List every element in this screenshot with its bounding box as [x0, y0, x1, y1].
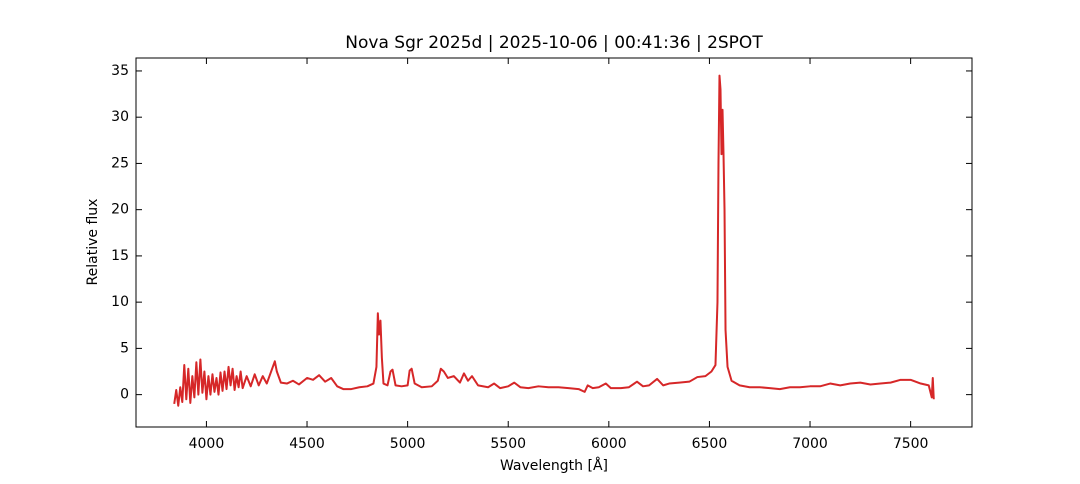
y-tick-label: 0: [120, 387, 129, 403]
x-tick-label: 6000: [591, 436, 627, 452]
y-tick-label: 5: [120, 340, 129, 356]
y-tick-label: 35: [111, 63, 129, 79]
y-tick-label: 25: [111, 155, 129, 171]
plot-frame: [135, 57, 973, 428]
x-tick-label: 7000: [792, 436, 828, 452]
chart-title: Nova Sgr 2025d | 2025-10-06 | 00:41:36 |…: [345, 33, 763, 53]
x-tick-label: 5500: [490, 436, 526, 452]
x-tick-label: 7500: [893, 436, 929, 452]
x-tick-label: 4500: [289, 436, 325, 452]
x-axis-label: Wavelength [Å]: [500, 457, 608, 474]
y-axis-label: Relative flux: [85, 199, 101, 286]
x-tick-label: 4000: [189, 436, 225, 452]
y-tick-label: 30: [111, 109, 129, 125]
y-tick-label: 20: [111, 202, 129, 218]
x-tick-label: 5000: [390, 436, 426, 452]
y-tick-label: 10: [111, 294, 129, 310]
x-tick-label: 6500: [692, 436, 728, 452]
y-tick-label: 15: [111, 248, 129, 264]
spectrum-line: [173, 74, 935, 407]
